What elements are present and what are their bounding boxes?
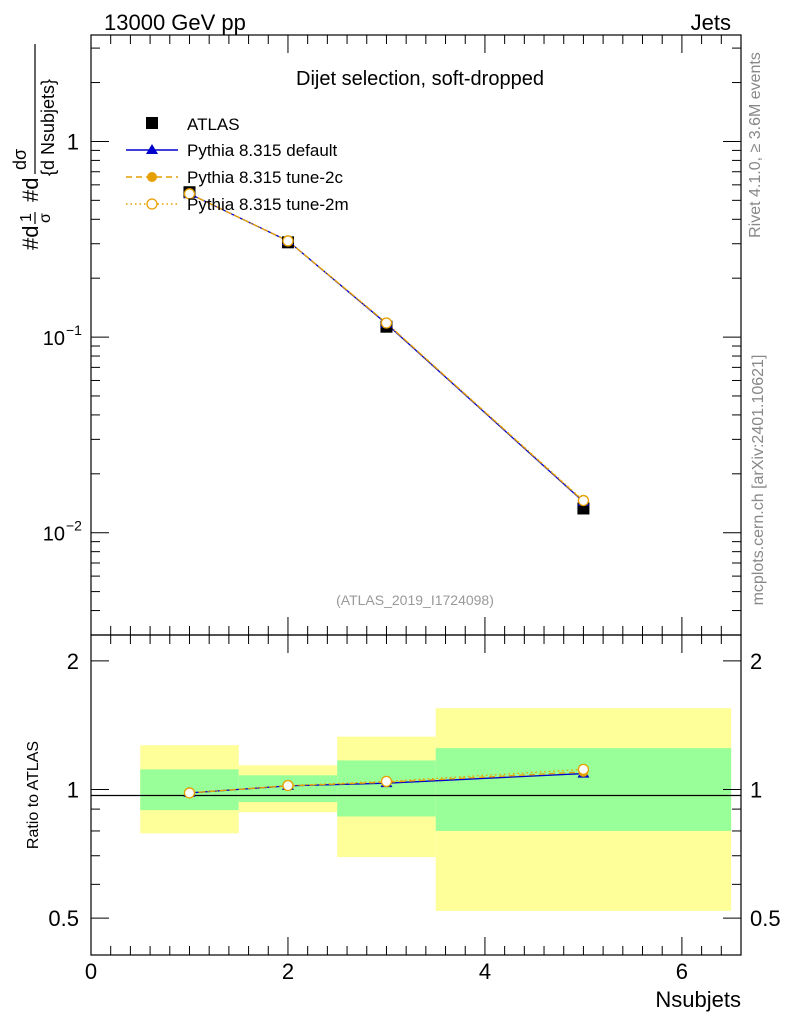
header-right: Jets (691, 10, 731, 35)
legend: ATLAS Pythia 8.315 default Pythia 8.315 … (126, 115, 349, 214)
main-ylabel-num2: dσ (10, 149, 30, 170)
ratio-ylabel: Ratio to ATLAS (25, 741, 42, 849)
ratio-marker-tune2m (282, 779, 294, 792)
main-panel: Dijet selection, soft-dropped (ATLAS_201… (10, 34, 742, 636)
legend-entry-tune2m: Pythia 8.315 tune-2m (126, 195, 349, 214)
legend-marker-tune2m (146, 198, 158, 210)
xtick-label: 4 (479, 959, 491, 984)
ratio-ytick-labels: 0.5 0.5 1 1 2 2 (48, 649, 780, 931)
legend-marker-atlas (146, 117, 158, 129)
ratio-ytick-label: 0.5 (48, 906, 79, 931)
main-ylabel-num1: 1 (18, 213, 35, 222)
main-marker-tune2m (577, 494, 590, 507)
main-ytick-exponent: −1 (66, 322, 82, 338)
ratio-frame (90, 634, 742, 956)
main-ytick-label: 10 (43, 328, 65, 350)
legend-marker-default (146, 144, 158, 154)
legend-entry-default: Pythia 8.315 default (126, 141, 338, 160)
main-ytick-label: 10 (43, 524, 65, 546)
main-ylabel: #d 1 σ #d dσ {d Nsubjets} (10, 44, 58, 250)
main-marker-tune2m (282, 235, 294, 247)
rivet-label: Rivet 4.1.0, ≥ 3.6M events (747, 52, 764, 238)
ratio-marker-tune2m (577, 763, 590, 776)
main-title: Dijet selection, soft-dropped (296, 68, 544, 90)
ratio-xtick-labels: 0 2 4 6 (85, 959, 688, 984)
ratio-ytick-label-right: 1 (750, 778, 762, 803)
main-ytick-labels: 110−110−2 (43, 129, 82, 545)
ratio-panel: 0.5 0.5 1 1 2 2 0 2 4 6 Ratio to ATLAS Nsubjets (25, 634, 781, 1012)
ratio-ytick-label-right: 0.5 (750, 906, 781, 931)
xtick-label: 2 (282, 959, 294, 984)
main-ytick-label: 1 (67, 129, 79, 154)
ratio-series (183, 763, 590, 799)
main-ylabel-part1: #d (18, 226, 43, 250)
analysis-id: (ATLAS_2019_I1724098) (336, 592, 494, 608)
ratio-bands (140, 708, 732, 911)
ratio-marker-tune2m (380, 775, 393, 788)
main-ylabel-den1: σ (37, 213, 54, 223)
main-marker-tune2m (183, 188, 196, 200)
main-series (183, 186, 590, 515)
legend-label-default: Pythia 8.315 default (187, 141, 338, 160)
main-line-default (189, 193, 584, 503)
ratio-line-tune2c (189, 771, 584, 794)
legend-entry-tune2c: Pythia 8.315 tune-2c (126, 168, 343, 187)
main-marker-tune2m (380, 317, 393, 329)
ratio-band-inner (435, 748, 732, 831)
main-axis-ticks (90, 35, 741, 636)
legend-label-atlas: ATLAS (187, 115, 240, 134)
legend-label-tune2m: Pythia 8.315 tune-2m (187, 195, 349, 214)
xtick-label: 0 (85, 959, 97, 984)
xaxis-label: Nsubjets (655, 987, 741, 1012)
ratio-marker-tune2m (183, 787, 196, 799)
xtick-label: 6 (676, 959, 688, 984)
legend-label-tune2c: Pythia 8.315 tune-2c (187, 168, 343, 187)
ratio-ytick-label: 1 (67, 778, 79, 803)
legend-entry-atlas: ATLAS (146, 115, 240, 134)
main-line-tune2m (189, 193, 584, 502)
main-ytick-exponent: −2 (66, 518, 82, 534)
ratio-ytick-label-right: 2 (750, 649, 762, 674)
ratio-axis-ticks (90, 635, 741, 955)
ratio-band-inner (337, 760, 436, 817)
header-left: 13000 GeV pp (104, 10, 246, 35)
main-ylabel-den2: {d Nsubjets} (38, 79, 58, 176)
mcplots-label: mcplots.cern.ch [arXiv:2401.10621] (750, 355, 767, 606)
ratio-ytick-label: 2 (67, 649, 79, 674)
main-ylabel-part2: #d (18, 178, 43, 202)
legend-marker-tune2c (147, 172, 157, 182)
main-line-tune2c (189, 193, 584, 502)
ratio-line-default (189, 772, 584, 794)
